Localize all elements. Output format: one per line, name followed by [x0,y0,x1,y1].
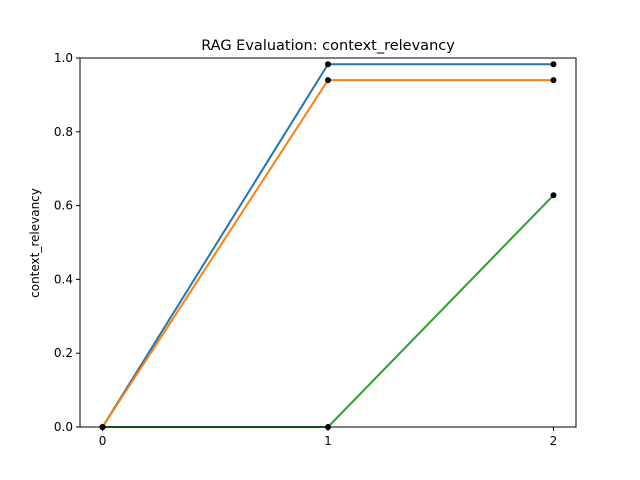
series-line-2 [101,79,555,429]
y-tick-label-0.4: 0.4 [54,272,73,286]
y-tick-label-0.0: 0.0 [54,420,73,434]
y-tick-label-0.8: 0.8 [54,125,73,139]
y-tick-label-0.6: 0.6 [54,199,73,213]
data-point-s2-1 [325,77,331,84]
chart-title: RAG Evaluation: context_relevancy [201,38,455,54]
y-tick-label-1.0: 1.0 [54,51,73,65]
plot-area [99,61,557,430]
x-tick-label-2: 2 [550,434,558,448]
y-tick-label-0.2: 0.2 [54,346,73,360]
data-point-s1-1 [325,61,331,68]
axes-frame [79,57,577,428]
series-line-1 [101,63,555,429]
data-point-s3-2 [550,192,557,199]
y-axis-label: context_relevancy [28,188,42,298]
data-point-s2-2 [550,77,557,84]
x-tick-label-0: 0 [99,434,107,448]
x-tick-label-1: 1 [324,434,332,448]
series-line-3 [101,193,555,428]
data-point-s1-2 [550,61,557,68]
axes: 0 1 2 0.0 0.2 0.4 0.6 0.8 1.0 [54,51,577,448]
